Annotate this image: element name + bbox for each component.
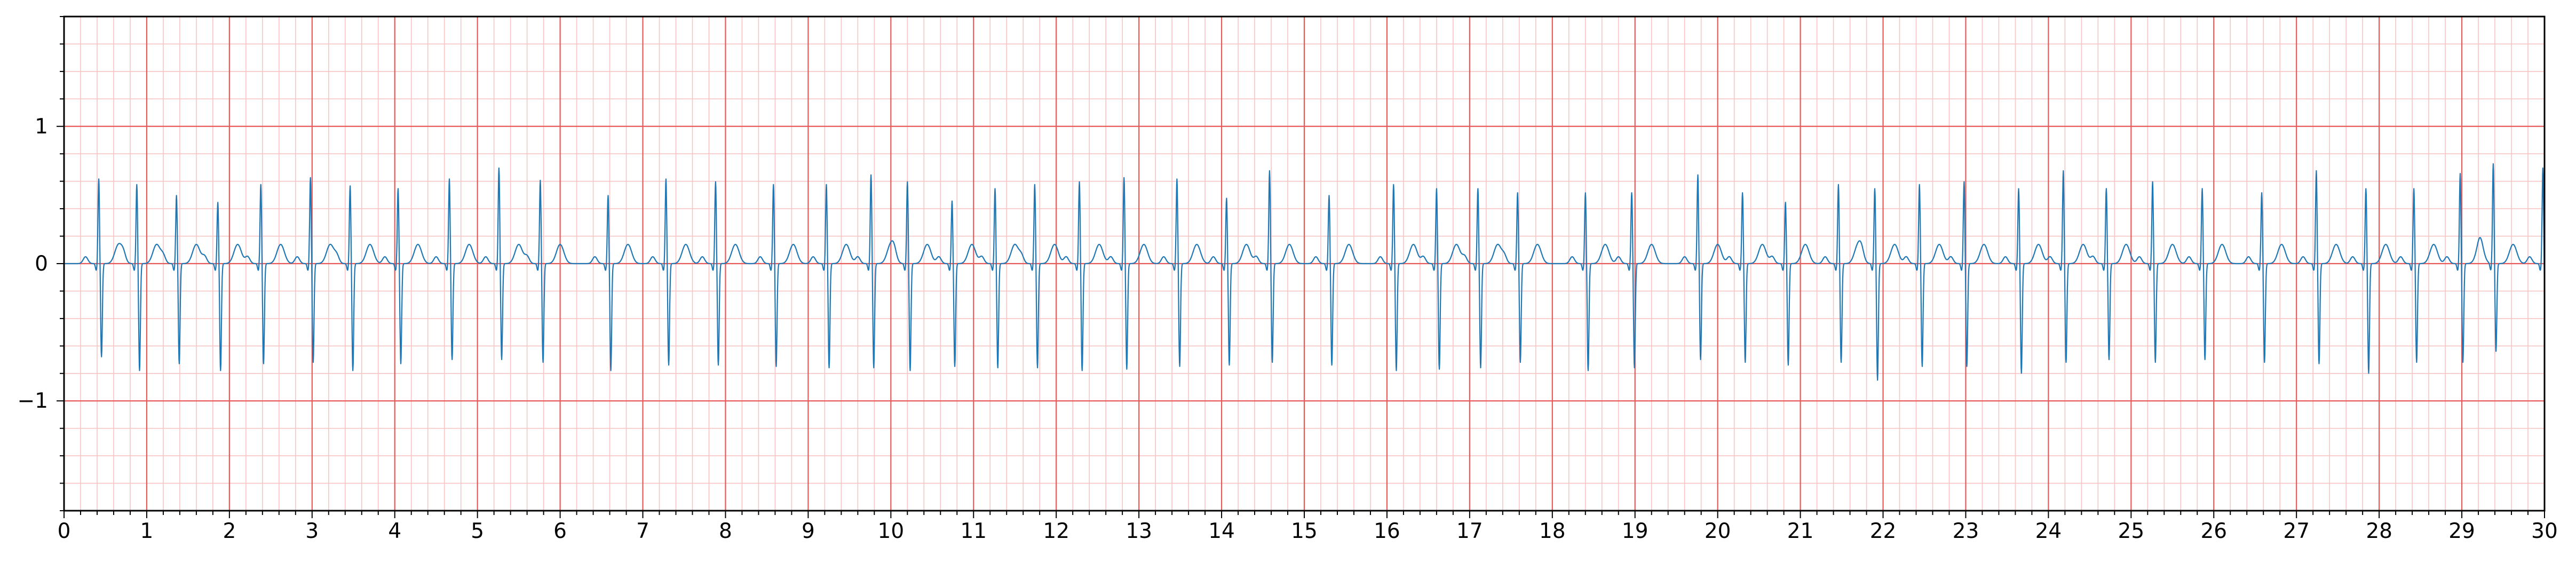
y-axis-tick-labels: −1 0 1 bbox=[18, 115, 49, 413]
x-tick-label: 19 bbox=[1622, 519, 1648, 543]
x-tick-label: 9 bbox=[802, 519, 815, 543]
x-tick-label: 7 bbox=[636, 519, 649, 543]
x-tick-label: 26 bbox=[2200, 519, 2227, 543]
x-tick-label: 24 bbox=[2035, 519, 2062, 543]
x-tick-label: 22 bbox=[1870, 519, 1897, 543]
y-tick-label: 0 bbox=[35, 252, 48, 276]
x-tick-label: 8 bbox=[719, 519, 732, 543]
x-tick-label: 23 bbox=[1953, 519, 1979, 543]
x-tick-label: 0 bbox=[58, 519, 71, 543]
y-axis-ticks bbox=[57, 16, 64, 511]
x-tick-label: 3 bbox=[305, 519, 319, 543]
x-tick-label: 27 bbox=[2283, 519, 2310, 543]
x-tick-label: 6 bbox=[553, 519, 567, 543]
x-tick-label: 16 bbox=[1374, 519, 1400, 543]
x-tick-label: 14 bbox=[1208, 519, 1235, 543]
x-tick-label: 25 bbox=[2118, 519, 2145, 543]
ecg-series-line bbox=[64, 163, 2546, 381]
x-tick-label: 11 bbox=[960, 519, 987, 543]
x-tick-label: 10 bbox=[878, 519, 905, 543]
x-axis-ticks bbox=[64, 511, 2545, 518]
x-tick-label: 20 bbox=[1705, 519, 1731, 543]
x-tick-label: 15 bbox=[1291, 519, 1318, 543]
x-tick-label: 2 bbox=[223, 519, 236, 543]
x-axis-tick-labels: 0 1 2 3 4 5 6 7 8 9 10 11 12 13 14 15 16 17 18 19 20 21 22 23 24… bbox=[58, 519, 2558, 543]
x-tick-label: 12 bbox=[1043, 519, 1069, 543]
x-tick-label: 21 bbox=[1787, 519, 1814, 543]
x-tick-label: 30 bbox=[2531, 519, 2558, 543]
x-tick-label: 29 bbox=[2448, 519, 2475, 543]
y-tick-label: 1 bbox=[35, 115, 48, 139]
x-tick-label: 5 bbox=[471, 519, 484, 543]
x-tick-label: 18 bbox=[1539, 519, 1566, 543]
ecg-trace bbox=[64, 163, 2546, 381]
x-tick-label: 13 bbox=[1125, 519, 1152, 543]
x-tick-label: 17 bbox=[1456, 519, 1483, 543]
y-tick-label: −1 bbox=[18, 389, 49, 413]
x-tick-label: 4 bbox=[388, 519, 401, 543]
x-tick-label: 28 bbox=[2366, 519, 2392, 543]
x-tick-label: 1 bbox=[140, 519, 154, 543]
